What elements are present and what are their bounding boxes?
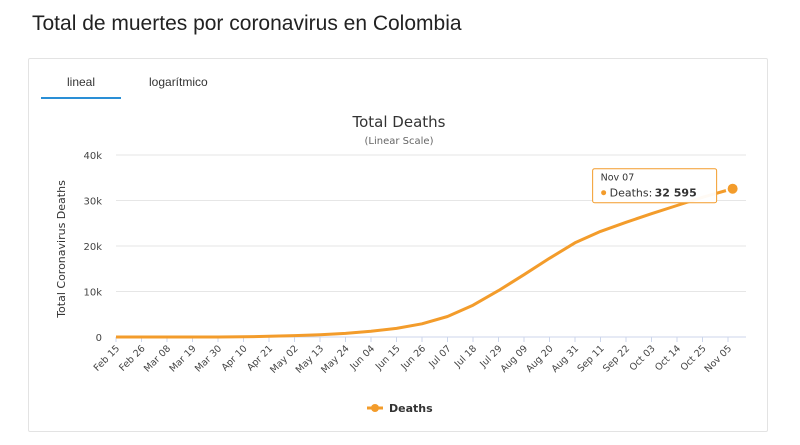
legend-swatch-marker [371,404,379,412]
x-tick-label: Mar 30 [193,343,224,374]
x-tick-label: Jun 26 [398,343,428,373]
tooltip-value: 32 595 [655,187,697,200]
tooltip-bullet [601,190,607,196]
series-line-deaths [116,187,734,339]
x-tick-label: Oct 14 [653,343,683,373]
y-tick-label: 30k [83,197,102,208]
line-chart: Total Deaths (Linear Scale) Total Corona… [55,113,746,415]
chart-title: Total Deaths [352,113,446,131]
x-tick-label: Sep 11 [575,343,606,374]
page-title: Total de muertes por coronavirus en Colo… [32,12,462,35]
legend[interactable]: Deaths [367,402,433,415]
x-tick-label: Jul 18 [452,343,479,370]
tooltip: Nov 07 Deaths: 32 595 [592,168,718,204]
tooltip-box [592,168,718,204]
active-tab-indicator [41,97,121,99]
tab-logaritmico[interactable]: logarítmico [149,75,208,89]
x-tick-label: Aug 20 [524,343,556,375]
x-tick-label: Feb 15 [92,343,122,373]
x-tick-label: Aug 09 [499,343,531,375]
x-tick-label: Mar 19 [167,343,198,374]
x-tick-label: Jul 07 [426,343,453,370]
tab-lineal[interactable]: lineal [67,75,96,89]
x-tick-label: Mar 08 [142,343,173,374]
chart-subtitle: (Linear Scale) [365,136,434,147]
y-axis-label: Total Coronavirus Deaths [55,180,68,319]
y-tick-label: 40k [83,151,102,162]
tooltip-date: Nov 07 [601,173,635,184]
x-tick-label: Nov 05 [703,343,735,375]
x-tick-label: Sep 22 [601,343,632,374]
y-tick-label: 10k [83,288,102,299]
x-tick-label: Jun 15 [373,343,403,373]
y-tick-label: 0 [96,333,102,344]
tooltip-label: Deaths: [610,187,653,200]
hover-point-marker [725,181,740,196]
x-tick-label: Aug 31 [550,343,582,375]
series-deaths [116,181,740,339]
x-tick-label: May 24 [319,343,351,375]
y-tick-label: 20k [83,242,102,253]
x-tick-label: Apr 10 [220,343,250,373]
y-axis-ticks: 0 10k 20k 30k 40k [83,151,102,344]
x-tick-label: Oct 03 [628,343,658,373]
x-tick-label: Jun 04 [347,343,377,373]
legend-label-deaths: Deaths [389,402,433,415]
chart-card: lineal logarítmico Total Deaths (Linear … [28,58,768,432]
